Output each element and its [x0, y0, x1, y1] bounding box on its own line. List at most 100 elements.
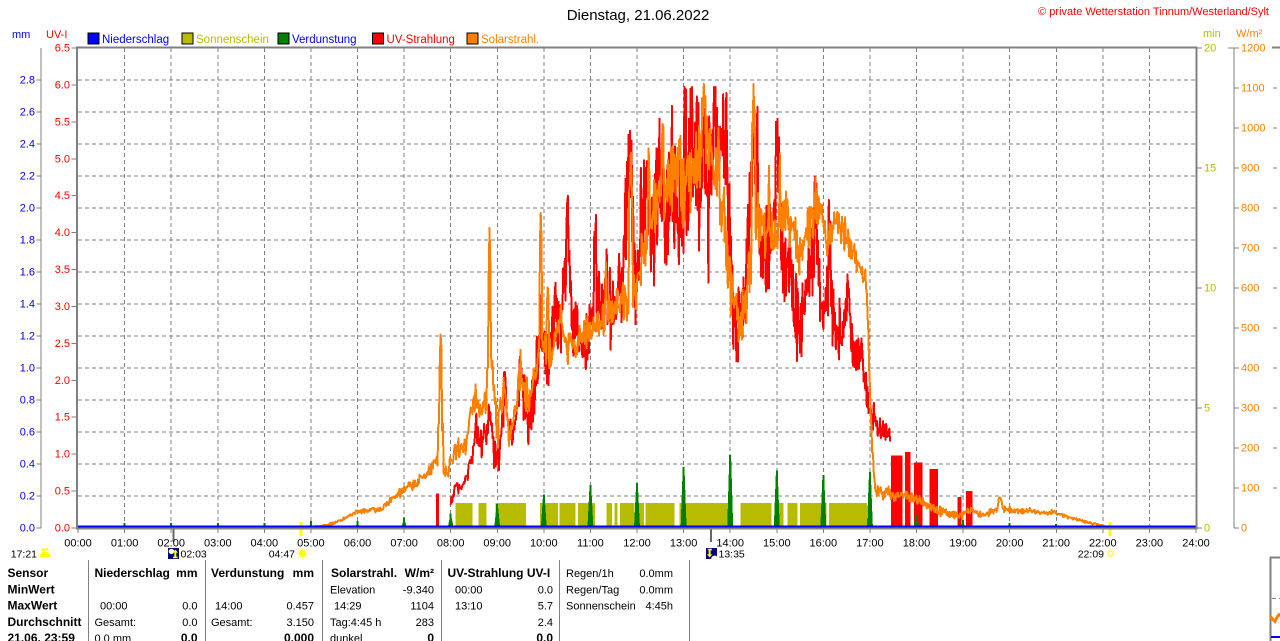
svg-text:Tag:4:45 h: Tag:4:45 h — [330, 617, 381, 629]
svg-text:3.5: 3.5 — [55, 264, 70, 276]
svg-text:04:47: 04:47 — [269, 549, 295, 561]
svg-text:UV-Strahlung: UV-Strahlung — [387, 34, 455, 46]
svg-text:0.0: 0.0 — [182, 601, 197, 613]
svg-text:15:00: 15:00 — [763, 538, 791, 550]
svg-text:6.0: 6.0 — [55, 79, 70, 91]
svg-text:1104: 1104 — [410, 601, 434, 613]
svg-text:Niederschlag: Niederschlag — [102, 34, 169, 46]
svg-text:15: 15 — [1204, 163, 1216, 175]
svg-text:6.5: 6.5 — [55, 43, 70, 55]
svg-text:Regen/1h: Regen/1h — [566, 568, 614, 580]
svg-text:mm: mm — [176, 566, 197, 580]
svg-text:W/m²: W/m² — [405, 566, 434, 580]
svg-text:Solarstrahl.: Solarstrahl. — [331, 566, 397, 580]
svg-text:13:35: 13:35 — [719, 549, 745, 561]
svg-text:800: 800 — [1241, 203, 1259, 215]
svg-text:1000: 1000 — [1241, 123, 1265, 135]
svg-text:08:00: 08:00 — [437, 538, 465, 550]
svg-text:2.5: 2.5 — [55, 338, 70, 350]
svg-text:3.150: 3.150 — [286, 617, 314, 629]
svg-text:0.5: 0.5 — [55, 486, 70, 498]
svg-text:17:21: 17:21 — [11, 549, 37, 561]
svg-text:20: 20 — [1204, 43, 1216, 55]
svg-text:0.0: 0.0 — [538, 584, 553, 596]
svg-text:03:00: 03:00 — [204, 538, 232, 550]
svg-text:1.5: 1.5 — [55, 412, 70, 424]
svg-text:200: 200 — [1241, 443, 1259, 455]
svg-text:100: 100 — [1241, 483, 1259, 495]
svg-text:1.0: 1.0 — [55, 449, 70, 461]
svg-text:2.4: 2.4 — [538, 617, 553, 629]
svg-text:24:00: 24:00 — [1182, 538, 1210, 550]
svg-text:mm: mm — [293, 566, 314, 580]
svg-text:2.2: 2.2 — [20, 171, 35, 183]
svg-text:min: min — [1203, 28, 1221, 40]
svg-text:0.6: 0.6 — [20, 427, 35, 439]
svg-text:0.000: 0.000 — [284, 631, 314, 641]
svg-text:4.5: 4.5 — [55, 190, 70, 202]
svg-text:4.0: 4.0 — [55, 227, 70, 239]
svg-text:2.0: 2.0 — [20, 203, 35, 215]
svg-text:700: 700 — [1241, 243, 1259, 255]
svg-text:0.4: 0.4 — [20, 459, 35, 471]
svg-text:UV-Strahlung UV-I: UV-Strahlung UV-I — [448, 566, 551, 580]
svg-text:0.2: 0.2 — [20, 491, 35, 503]
svg-text:10: 10 — [1204, 283, 1216, 295]
svg-text:21.06. 23:59: 21.06. 23:59 — [8, 631, 76, 641]
svg-text:0.8: 0.8 — [20, 395, 35, 407]
svg-text:14:00: 14:00 — [716, 538, 744, 550]
svg-text:Sensor: Sensor — [8, 566, 49, 580]
svg-text:20:00: 20:00 — [996, 538, 1024, 550]
svg-text:11:00: 11:00 — [577, 538, 604, 550]
svg-text:Elevation: Elevation — [330, 584, 375, 596]
svg-text:1.2: 1.2 — [20, 331, 35, 343]
svg-text:22:00: 22:00 — [1089, 538, 1117, 550]
svg-text:© private Wetterstation Tinnum: © private Wetterstation Tinnum/Westerlan… — [1038, 6, 1269, 18]
svg-text:16:00: 16:00 — [810, 538, 838, 550]
svg-text:Sonnenschein: Sonnenschein — [196, 34, 269, 46]
svg-text:1.0: 1.0 — [20, 363, 35, 375]
svg-text:1200: 1200 — [1241, 43, 1265, 55]
svg-text:1.6: 1.6 — [20, 267, 35, 279]
svg-text:Niederschlag: Niederschlag — [95, 566, 170, 580]
svg-text:Durchschnitt: Durchschnitt — [8, 615, 82, 629]
svg-text:0.0: 0.0 — [182, 617, 197, 629]
svg-text:UV-I: UV-I — [46, 29, 67, 41]
svg-text:5.0: 5.0 — [55, 153, 70, 165]
svg-text:00:00: 00:00 — [100, 601, 128, 613]
svg-text:0: 0 — [427, 631, 434, 641]
svg-text:0.457: 0.457 — [286, 601, 314, 613]
svg-text:600: 600 — [1241, 283, 1259, 295]
svg-text:5: 5 — [1204, 403, 1210, 415]
svg-text:1100: 1100 — [1241, 83, 1265, 95]
svg-text:13:00: 13:00 — [670, 538, 698, 550]
svg-text:09:00: 09:00 — [483, 538, 511, 550]
svg-text:01:00: 01:00 — [111, 538, 139, 550]
svg-text:Gesamt:: Gesamt: — [95, 617, 137, 629]
svg-text:10:00: 10:00 — [530, 538, 558, 550]
svg-text:2.0: 2.0 — [55, 375, 70, 387]
svg-text:2.8: 2.8 — [20, 75, 35, 87]
svg-text:06:00: 06:00 — [344, 538, 372, 550]
svg-text:Gesamt:: Gesamt: — [211, 617, 253, 629]
svg-text:0.0: 0.0 — [181, 631, 198, 641]
svg-text:00:00: 00:00 — [455, 584, 483, 596]
svg-text:2.4: 2.4 — [20, 139, 35, 151]
svg-text:04:00: 04:00 — [251, 538, 279, 550]
svg-text:02:03: 02:03 — [181, 549, 207, 561]
svg-text:1.4: 1.4 — [20, 299, 35, 311]
svg-text:4:45h: 4:45h — [645, 601, 673, 613]
svg-text:14:29: 14:29 — [334, 601, 362, 613]
svg-text:1.8: 1.8 — [20, 235, 35, 247]
svg-text:Sonnenschein: Sonnenschein — [566, 601, 636, 613]
svg-text:Solarstrahl.: Solarstrahl. — [481, 34, 539, 46]
svg-text:Dienstag, 21.06.2022: Dienstag, 21.06.2022 — [567, 7, 710, 24]
svg-text:300: 300 — [1241, 403, 1259, 415]
svg-text:0.0: 0.0 — [536, 631, 553, 641]
svg-text:3.0: 3.0 — [55, 301, 70, 313]
svg-text:900: 900 — [1241, 163, 1259, 175]
svg-text:00:00: 00:00 — [64, 538, 92, 550]
svg-text:5.5: 5.5 — [55, 116, 70, 128]
svg-text:12:00: 12:00 — [623, 538, 651, 550]
svg-text:21:00: 21:00 — [1042, 538, 1070, 550]
